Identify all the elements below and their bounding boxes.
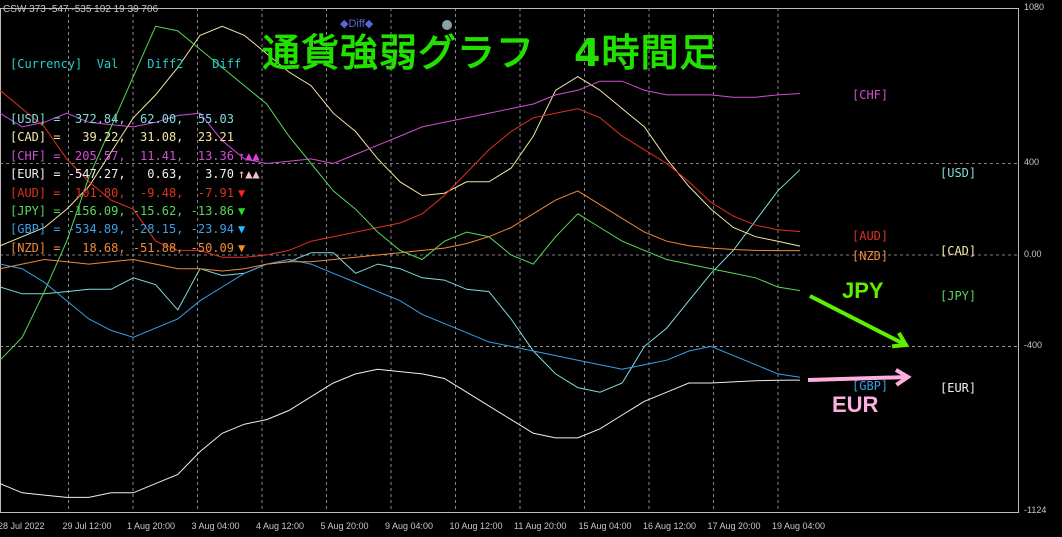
series-tag-nzd: [NZD] <box>852 249 889 263</box>
table-header: [Currency] Val Diff2 Diff <box>10 56 242 71</box>
table-row-text: [CHF] = 205.57, 11.41, 13.36 <box>10 148 234 163</box>
eur-arrow-head <box>894 368 912 387</box>
x-tick-label: 15 Aug 04:00 <box>578 521 632 531</box>
x-tick-label: 29 Jul 12:00 <box>62 521 112 531</box>
legend-diff: ◆Diff◆ <box>340 18 374 30</box>
table-row: [AUD] = 101.80, -9.48, -7.91 ▼ <box>10 184 260 202</box>
series-tag-eur: [EUR] <box>940 381 977 395</box>
eur-annotation: EUR <box>832 392 879 417</box>
series-line-usd <box>0 169 801 393</box>
table-row-text: [GBP] = -534.89, -28.15, -23.94 <box>10 222 234 237</box>
x-tick-label: 17 Aug 20:00 <box>707 521 761 531</box>
x-tick-label: 11 Aug 20:00 <box>514 521 567 531</box>
legend-dot <box>442 20 452 30</box>
jpy-arrow <box>809 294 907 347</box>
table-row-text: [NZD] = 18.68, -51.88, -50.09 <box>10 240 234 255</box>
table-row: [EUR] = -547.27, 0.63, 3.70 ↑▲▲ <box>10 165 260 183</box>
x-tick-label: 28 Jul 2022 <box>0 521 45 531</box>
series-line-eur <box>0 368 801 498</box>
table-row: [JPY] = -156.09, -15.62, -13.86 ▼ <box>10 202 260 220</box>
x-tick-label: 3 Aug 04:00 <box>191 521 240 531</box>
y-tick-label: 1080 <box>1024 2 1045 12</box>
series-line-nzd <box>0 190 800 272</box>
y-tick-label: -400 <box>1024 340 1043 351</box>
series-tag-cad: [CAD] <box>940 244 977 258</box>
chart-frame <box>0 8 1019 513</box>
table-row-text: [AUD] = 101.80, -9.48, -7.91 <box>10 185 234 200</box>
x-tick-label: 5 Aug 20:00 <box>320 521 369 531</box>
x-tick-label: 10 Aug 12:00 <box>449 521 503 531</box>
chart-header: CSW 373 -547 -535 102 19 39 706 <box>3 4 159 15</box>
table-row: [CHF] = 205.57, 11.41, 13.36 ↑▲▲ <box>10 147 260 165</box>
x-tick-label: 1 Aug 20:00 <box>127 521 176 531</box>
trend-marker-icon: ▼ <box>237 185 246 200</box>
series-tag-aud: [AUD] <box>852 229 889 243</box>
y-tick-label: 0.00 <box>1024 248 1042 259</box>
series-tag-usd: [USD] <box>940 166 977 180</box>
trend-marker-icon: ▼ <box>237 203 246 218</box>
trend-marker-icon: ▼ <box>237 240 246 255</box>
x-tick-label: 16 Aug 12:00 <box>643 521 697 531</box>
x-tick-label: 9 Aug 04:00 <box>385 521 434 531</box>
table-row-text: [EUR] = -547.27, 0.63, 3.70 <box>10 167 234 182</box>
table-row-text: [JPY] = -156.09, -15.62, -13.86 <box>10 203 234 218</box>
trend-marker-icon: ↑▲▲ <box>237 148 260 163</box>
series-line-cad <box>0 25 801 247</box>
table-row-text: [CAD] = 39.22, 31.08, 23.21 <box>10 130 234 145</box>
series-line-chf <box>0 80 801 165</box>
table-row: [GBP] = -534.89, -28.15, -23.94 ▼ <box>10 220 260 238</box>
eur-arrow <box>807 375 909 382</box>
table-row: [CAD] = 39.22, 31.08, 23.21 <box>10 128 260 146</box>
table-row: [NZD] = 18.68, -51.88, -50.09 ▼ <box>10 239 260 257</box>
jpy-annotation: JPY <box>842 278 884 303</box>
trend-marker-icon: ▼ <box>237 222 246 237</box>
x-tick-label: 19 Aug 04:00 <box>772 521 826 531</box>
table-row: [USD] = 372.84, 62.00, 55.03 <box>10 110 260 128</box>
x-tick-label: 4 Aug 12:00 <box>256 521 305 531</box>
page-title: 通貨強弱グラフ 4時間足 <box>262 31 719 75</box>
jpy-arrow-head <box>891 331 910 349</box>
series-tag-chf: [CHF] <box>852 88 889 102</box>
currency-table: [Currency] Val Diff2 Diff [USD] = 372.84… <box>10 18 260 276</box>
table-row-text: [USD] = 372.84, 62.00, 55.03 <box>10 112 234 127</box>
series-tag-gbp: [GBP] <box>852 379 889 393</box>
series-line-jpy <box>0 25 801 361</box>
y-tick-label: 400 <box>1024 157 1040 168</box>
series-line-gbp <box>0 258 801 378</box>
y-tick-label: -1124 <box>1024 505 1047 515</box>
series-line-aud <box>0 89 801 258</box>
trend-marker-icon: ↑▲▲ <box>237 167 260 182</box>
series-tag-jpy: [JPY] <box>940 289 977 303</box>
